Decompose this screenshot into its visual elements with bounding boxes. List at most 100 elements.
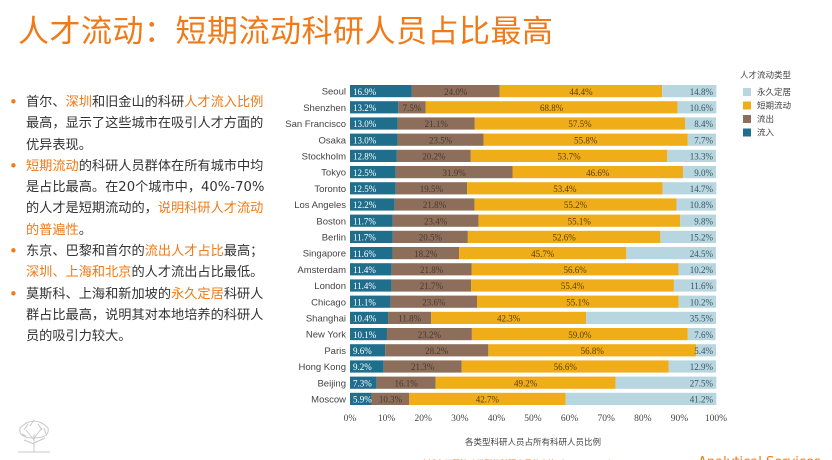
- data-label: 5.9%: [353, 395, 372, 405]
- bar-segment: [586, 311, 716, 324]
- bar-segment: [388, 311, 432, 324]
- bar-segment: [662, 85, 717, 98]
- x-tick-label: 70%: [597, 414, 615, 424]
- data-label: 23.4%: [424, 216, 448, 226]
- bullet-text: 最高，显示了这些城市在吸引人才方面的优异表现。: [26, 116, 264, 153]
- data-label: 10.8%: [690, 200, 714, 210]
- data-label: 9.6%: [353, 346, 372, 356]
- data-label: 21.8%: [420, 265, 444, 275]
- data-label: 59.0%: [568, 330, 592, 340]
- category-label: Toronto: [314, 184, 346, 195]
- data-label: 13.2%: [353, 103, 377, 113]
- bar-segment: [350, 344, 386, 357]
- bar-segment: [350, 376, 377, 389]
- data-label: 24.5%: [690, 249, 714, 259]
- data-label: 49.2%: [514, 378, 538, 388]
- bar-segment: [471, 279, 674, 292]
- data-label: 15.2%: [690, 233, 714, 243]
- legend-label: 短期流动: [757, 101, 792, 112]
- bar-segment: [350, 198, 395, 211]
- bar-segment: [376, 376, 436, 389]
- data-label: 7.7%: [694, 135, 713, 145]
- data-label: 9.2%: [353, 362, 372, 372]
- bar-segment: [431, 311, 587, 324]
- data-label: 53.7%: [557, 152, 581, 162]
- bar-segment: [390, 295, 478, 308]
- data-label: 55.1%: [566, 297, 590, 307]
- data-label: 10.4%: [353, 314, 377, 324]
- bar-segment: [687, 328, 716, 341]
- category-label: London: [314, 281, 346, 292]
- highlighted-text: 深圳、上海和北京: [26, 265, 132, 281]
- bar-segment: [350, 392, 372, 405]
- bar-segment: [350, 279, 392, 292]
- bar-segment: [467, 182, 663, 195]
- bar-segment: [615, 376, 717, 389]
- category-label: New York: [306, 330, 346, 341]
- data-label: 10.2%: [690, 265, 714, 275]
- bar-segment: [350, 263, 392, 276]
- bullet-text: 首尔、: [26, 95, 66, 110]
- bullet-text: 的人才流出占比最低。: [131, 265, 264, 281]
- chart-caption: 20个城市不同流动类型的科研人员的占比（1996–2020）: [410, 458, 617, 460]
- category-label: Shanghai: [306, 314, 346, 325]
- bar-segment: [687, 133, 716, 146]
- bar-segment: [680, 214, 716, 227]
- data-label: 12.2%: [353, 200, 377, 210]
- legend-label: 永久定居: [757, 87, 791, 98]
- bar-segment: [397, 133, 484, 146]
- bar-segment: [350, 311, 389, 324]
- x-tick-label: 80%: [634, 414, 652, 424]
- bar-segment: [467, 230, 661, 243]
- bar-segment: [478, 214, 681, 227]
- bullet-item: 莫斯科、上海和新加坡的永久定居科研人群占比最高，说明其对本地培养的科研人员的吸引…: [6, 284, 274, 348]
- highlighted-text: 流出人才占比: [144, 244, 224, 260]
- data-label: 13.0%: [353, 119, 377, 129]
- category-label: Tokyo: [321, 168, 346, 179]
- bar-segment: [474, 117, 686, 130]
- data-label: 20.2%: [422, 152, 446, 162]
- highlighted-text: 短期流动: [26, 158, 79, 174]
- data-label: 55.8%: [574, 135, 598, 145]
- data-label: 10.2%: [690, 297, 714, 307]
- category-label: Amsterdam: [297, 265, 346, 276]
- data-label: 41.2%: [690, 395, 714, 405]
- bullet-item: 首尔、深圳和旧金山的科研人才流入比例最高，显示了这些城市在吸引人才方面的优异表现…: [6, 92, 274, 156]
- bar-segment: [397, 117, 475, 130]
- data-label: 11.7%: [353, 216, 376, 226]
- data-label: 10.6%: [690, 103, 714, 113]
- data-label: 56.6%: [563, 265, 587, 275]
- bar-segment: [392, 214, 479, 227]
- data-label: 13.0%: [353, 135, 377, 145]
- category-label: San Francisco: [285, 119, 346, 130]
- bar-segment: [662, 182, 717, 195]
- data-label: 23.2%: [418, 330, 442, 340]
- data-label: 21.8%: [423, 200, 447, 210]
- data-label: 68.8%: [540, 103, 564, 113]
- bar-segment: [350, 149, 397, 162]
- bar-segment: [391, 279, 472, 292]
- data-label: 11.4%: [353, 265, 376, 275]
- data-label: 46.6%: [586, 168, 610, 178]
- data-label: 16.1%: [395, 378, 419, 388]
- bullet-item: 短期流动的科研人员群体在所有城市中均是占比最高。在20个城市中，40%-70%的…: [6, 156, 274, 241]
- bar-segment: [395, 182, 468, 195]
- bar-segment: [499, 85, 663, 98]
- category-label: Hong Kong: [298, 362, 346, 373]
- bar-segment: [461, 360, 669, 373]
- bar-segment: [477, 295, 679, 308]
- data-label: 9.8%: [694, 216, 713, 226]
- bar-segment: [488, 344, 697, 357]
- bar-segment: [350, 101, 399, 114]
- bar-segment: [626, 247, 716, 260]
- data-label: 11.4%: [353, 281, 376, 291]
- data-label: 11.8%: [398, 314, 421, 324]
- bar-segment: [350, 247, 393, 260]
- data-label: 7.3%: [353, 378, 372, 388]
- bar-segment: [512, 166, 684, 179]
- bar-segment: [350, 214, 393, 227]
- data-label: 11.1%: [353, 297, 376, 307]
- bar-segment: [350, 85, 412, 98]
- bar-segment: [435, 376, 616, 389]
- legend-swatch: [743, 115, 751, 123]
